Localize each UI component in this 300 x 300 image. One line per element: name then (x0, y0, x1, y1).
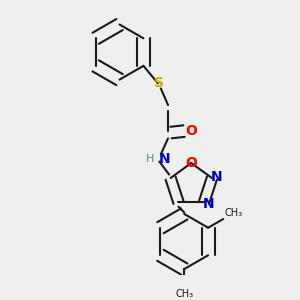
Text: N: N (159, 152, 170, 166)
Text: O: O (185, 124, 197, 138)
Text: S: S (154, 76, 164, 90)
Text: CH₃: CH₃ (175, 290, 193, 299)
Text: O: O (185, 156, 197, 170)
Text: N: N (211, 169, 222, 184)
Text: N: N (202, 197, 214, 211)
Text: H: H (146, 154, 154, 164)
Text: CH₃: CH₃ (225, 208, 243, 218)
